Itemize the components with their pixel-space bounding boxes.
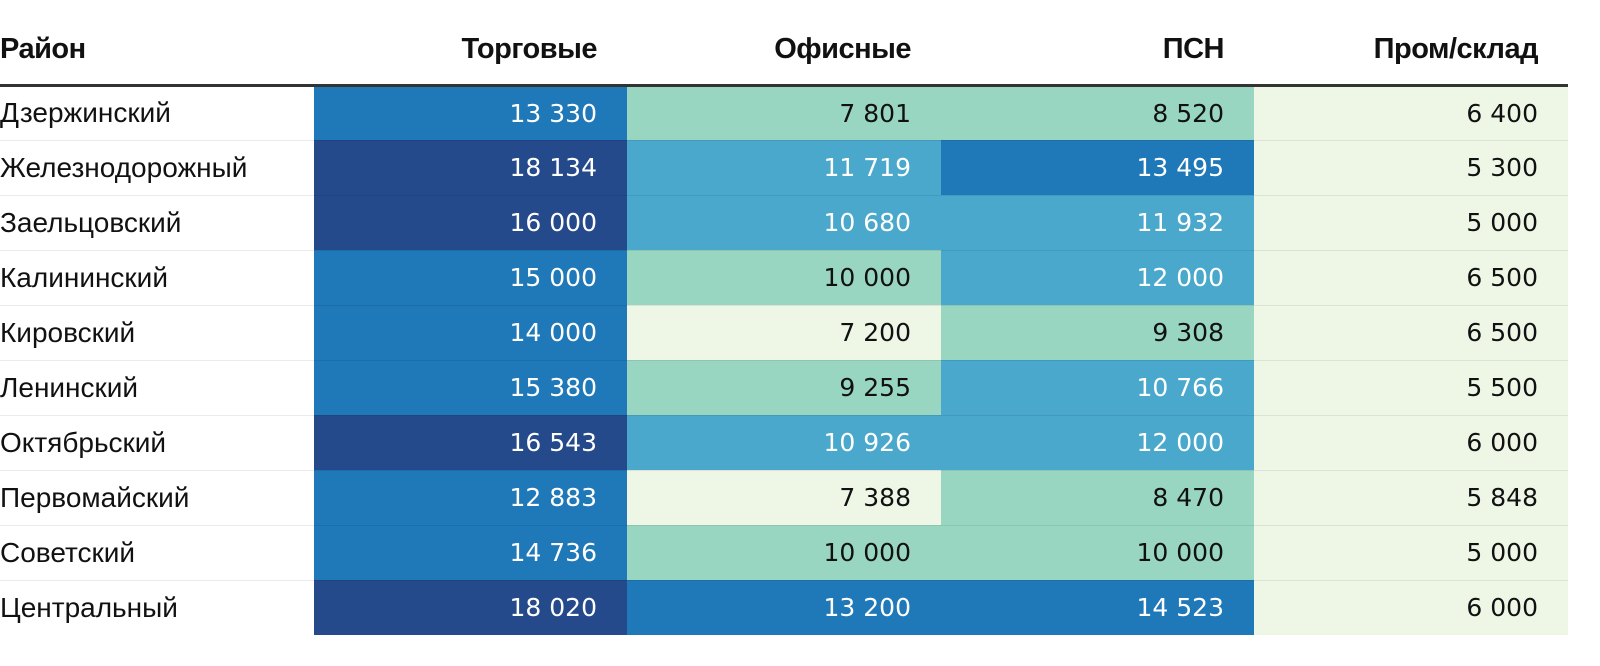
value-cell: 9 308 [941, 305, 1254, 361]
value-cell: 10 000 [627, 250, 941, 306]
table-row: Заельцовский 16 000 10 680 11 932 5 000 [0, 195, 1568, 251]
column-header-district[interactable]: Район [0, 0, 314, 87]
value-cell: 12 000 [941, 250, 1254, 306]
value-cell: 5 000 [1254, 525, 1568, 581]
value-cell: 6 000 [1254, 580, 1568, 635]
value-cell: 5 300 [1254, 140, 1568, 196]
header-row: Район Торговые Офисные ПСН Пром/склад [0, 0, 1568, 87]
district-name-cell: Дзержинский [0, 85, 314, 141]
value-cell: 6 400 [1254, 85, 1568, 141]
value-cell: 6 500 [1254, 305, 1568, 361]
value-cell: 12 000 [941, 415, 1254, 471]
value-cell: 13 200 [627, 580, 941, 635]
table-row: Калининский 15 000 10 000 12 000 6 500 [0, 250, 1568, 306]
district-name-cell: Октябрьский [0, 415, 314, 471]
value-cell: 7 801 [627, 85, 941, 141]
column-header-retail[interactable]: Торговые [314, 0, 627, 87]
value-cell: 13 330 [314, 85, 627, 141]
value-cell: 10 766 [941, 360, 1254, 416]
table-row: Центральный 18 020 13 200 14 523 6 000 [0, 580, 1568, 635]
value-cell: 9 255 [627, 360, 941, 416]
value-cell: 16 543 [314, 415, 627, 471]
value-cell: 6 500 [1254, 250, 1568, 306]
value-cell: 11 719 [627, 140, 941, 196]
district-name-cell: Заельцовский [0, 195, 314, 251]
district-name-cell: Калининский [0, 250, 314, 306]
table-row: Кировский 14 000 7 200 9 308 6 500 [0, 305, 1568, 361]
table-row: Первомайский 12 883 7 388 8 470 5 848 [0, 470, 1568, 526]
table-row: Советский 14 736 10 000 10 000 5 000 [0, 525, 1568, 581]
value-cell: 14 000 [314, 305, 627, 361]
value-cell: 10 000 [627, 525, 941, 581]
district-name-cell: Железнодорожный [0, 140, 314, 196]
value-cell: 12 883 [314, 470, 627, 526]
table-body: Дзержинский 13 330 7 801 8 520 6 400 Железнод… [0, 85, 1568, 635]
value-cell: 15 000 [314, 250, 627, 306]
column-header-industrial[interactable]: Пром/склад [1254, 0, 1568, 87]
value-cell: 10 926 [627, 415, 941, 471]
value-cell: 5 500 [1254, 360, 1568, 416]
table-row: Железнодорожный 18 134 11 719 13 495 5 300 [0, 140, 1568, 196]
value-cell: 8 470 [941, 470, 1254, 526]
value-cell: 15 380 [314, 360, 627, 416]
value-cell: 13 495 [941, 140, 1254, 196]
district-name-cell: Центральный [0, 580, 314, 635]
table-header: Район Торговые Офисные ПСН Пром/склад [0, 0, 1568, 87]
table-row: Октябрьский 16 543 10 926 12 000 6 000 [0, 415, 1568, 471]
district-name-cell: Кировский [0, 305, 314, 361]
price-heatmap-table: Район Торговые Офисные ПСН Пром/склад Дз… [0, 0, 1568, 635]
value-cell: 14 523 [941, 580, 1254, 635]
district-name-cell: Первомайский [0, 470, 314, 526]
value-cell: 18 134 [314, 140, 627, 196]
column-header-office[interactable]: Офисные [627, 0, 941, 87]
value-cell: 14 736 [314, 525, 627, 581]
value-cell: 6 000 [1254, 415, 1568, 471]
value-cell: 16 000 [314, 195, 627, 251]
column-header-psn[interactable]: ПСН [941, 0, 1254, 87]
table-row: Дзержинский 13 330 7 801 8 520 6 400 [0, 85, 1568, 141]
table-row: Ленинский 15 380 9 255 10 766 5 500 [0, 360, 1568, 416]
value-cell: 7 388 [627, 470, 941, 526]
value-cell: 8 520 [941, 85, 1254, 141]
value-cell: 10 680 [627, 195, 941, 251]
value-cell: 7 200 [627, 305, 941, 361]
district-name-cell: Ленинский [0, 360, 314, 416]
district-name-cell: Советский [0, 525, 314, 581]
value-cell: 11 932 [941, 195, 1254, 251]
value-cell: 10 000 [941, 525, 1254, 581]
value-cell: 5 848 [1254, 470, 1568, 526]
value-cell: 5 000 [1254, 195, 1568, 251]
value-cell: 18 020 [314, 580, 627, 635]
